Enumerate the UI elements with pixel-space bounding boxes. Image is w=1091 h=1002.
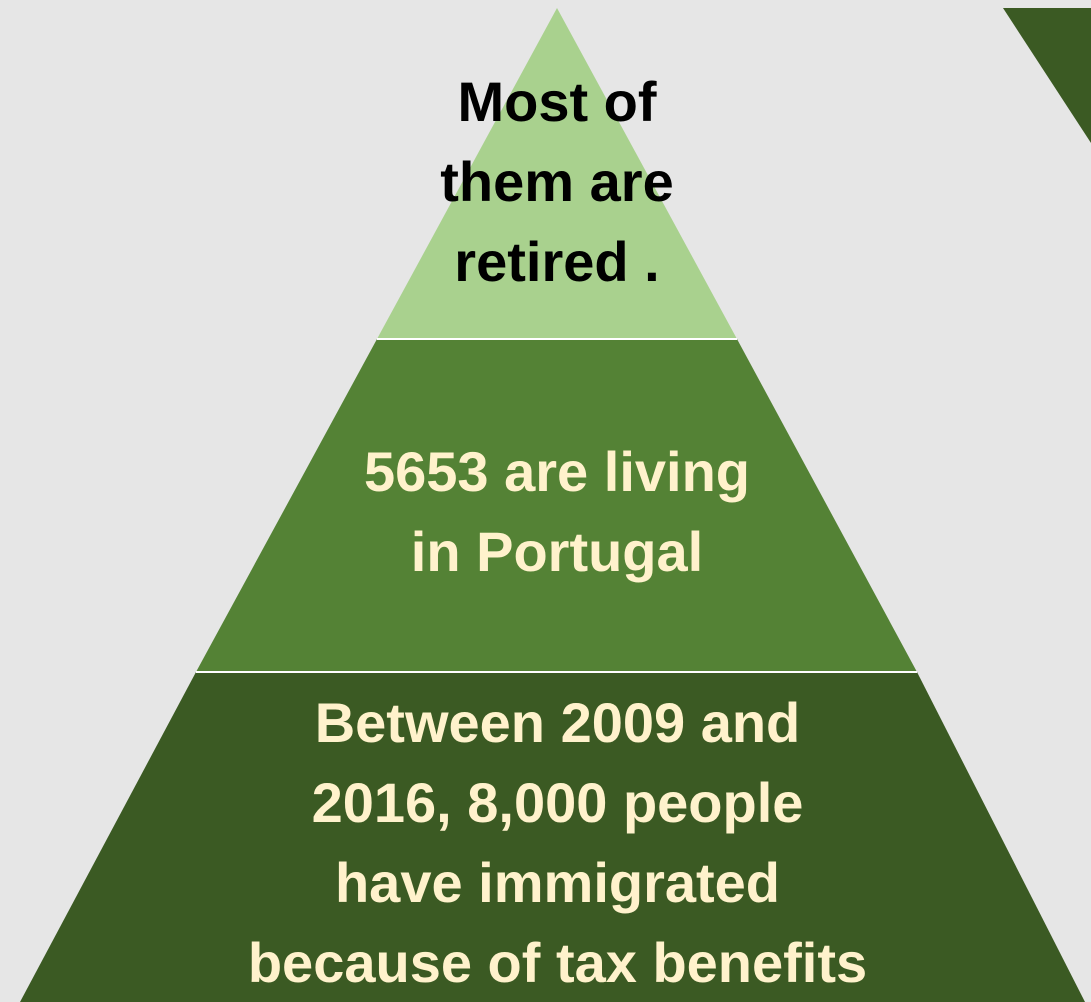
- tier-middle-label: 5653 are living in Portugal: [363, 440, 750, 583]
- pyramid-tier-bottom: [20, 672, 1085, 1002]
- tier-bottom-label: Between 2009 and 2016, 8,000 people have…: [247, 691, 868, 994]
- decorative-corner-triangle: [1003, 8, 1091, 143]
- tier-top-label: Most of them are retired .: [440, 70, 674, 293]
- pyramid-tier-middle: [196, 339, 917, 672]
- pyramid-tier-top: [377, 8, 737, 339]
